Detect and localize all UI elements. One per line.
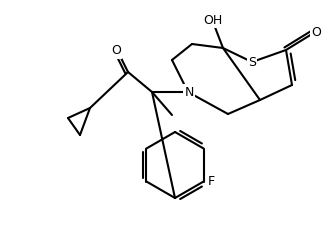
Text: F: F <box>208 175 215 188</box>
Text: OH: OH <box>203 14 223 26</box>
Text: N: N <box>184 85 194 99</box>
Text: O: O <box>111 44 121 58</box>
Text: O: O <box>311 26 321 40</box>
Text: S: S <box>248 55 256 69</box>
